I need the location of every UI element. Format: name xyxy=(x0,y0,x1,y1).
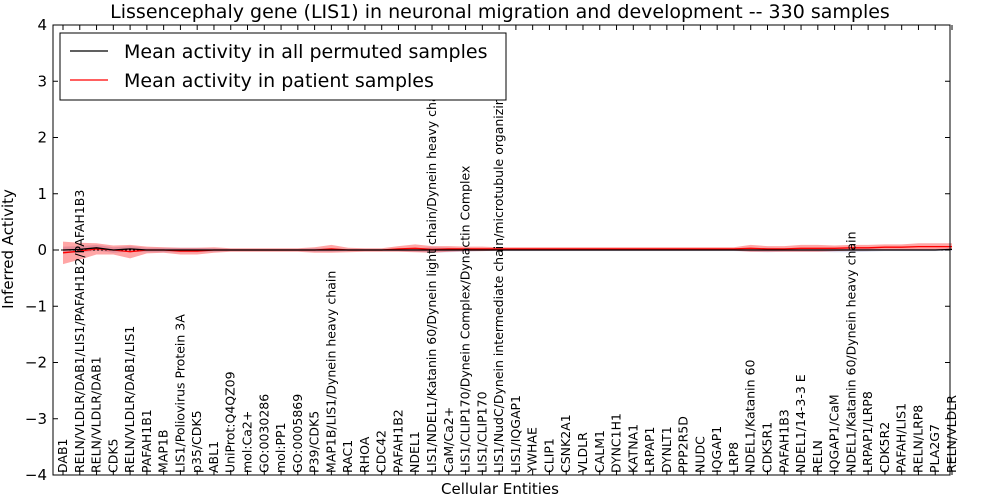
y-tick-label: −1 xyxy=(25,297,47,315)
x-tick-label: NDEL1 xyxy=(407,431,422,473)
x-tick-label: LRPAP1/LRP8 xyxy=(860,391,875,473)
x-tick-label: PAFAH1B1 xyxy=(139,409,154,473)
y-tick-label: 2 xyxy=(37,129,47,147)
band-patient xyxy=(63,241,952,265)
x-tick-label: LIS1/NudC/Dynein intermediate chain/micr… xyxy=(491,44,506,473)
y-tick-label: −2 xyxy=(25,354,47,372)
legend-box xyxy=(59,32,507,101)
x-axis-label: Cellular Entities xyxy=(441,480,559,498)
x-tick-label: LRPAP1 xyxy=(642,427,657,473)
x-tick-label: CSNK2A1 xyxy=(558,414,573,473)
x-tick-label: CDK5R2 xyxy=(877,422,892,473)
x-tick-label: GO:0005869 xyxy=(290,394,305,473)
legend-label-permuted: Mean activity in all permuted samples xyxy=(124,41,487,63)
x-tick-label: mol:Ca2+ xyxy=(240,411,255,473)
y-tick-label: 3 xyxy=(37,72,47,90)
x-tick-label: DYNC1H1 xyxy=(609,413,624,473)
x-tick-label: MAP1B/LIS1/Dynein heavy chain xyxy=(323,271,338,473)
x-tick-label: CaM/Ca2+ xyxy=(441,407,456,473)
x-tick-label: RELN/VLDLR/DAB1/LIS1/PAFAH1B2/PAFAH1B3 xyxy=(72,190,87,473)
x-tick-label: LIS1/Poliovirus Protein 3A xyxy=(172,314,187,473)
x-tick-label: ABL1 xyxy=(206,441,221,473)
x-tick-label: PAFAH1B2 xyxy=(391,409,406,473)
x-tick-label: PAFAH1B3 xyxy=(776,409,791,473)
x-tick-label: CDC42 xyxy=(374,430,389,473)
x-tick-label: IQGAP1 xyxy=(709,426,724,473)
x-tick-labels: DAB1 RELN/VLDLR/DAB1/LIS1/PAFAH1B2/PAFAH1… xyxy=(55,44,959,474)
x-tick-label: IQGAP1/CaM xyxy=(827,394,842,473)
x-tick-label: NDEL1/Katanin 60/Dynein heavy chain xyxy=(843,231,858,473)
y-tick-label: 0 xyxy=(37,241,47,259)
x-tick-label: GO:0030286 xyxy=(256,394,271,473)
y-axis-label: Inferred Activity xyxy=(0,189,17,309)
y-tick-label: −4 xyxy=(25,466,47,484)
series-line-permuted xyxy=(62,247,953,251)
x-tick-label: CALM1 xyxy=(592,430,607,473)
x-tick-label: RELN/VLDLR xyxy=(944,395,959,473)
x-tick-label: RELN xyxy=(810,440,825,473)
y-tick-label: 1 xyxy=(37,185,47,203)
series-lines xyxy=(62,245,953,254)
x-tick-label: LIS1/CLIP170/Dynein Complex/Dynactin Com… xyxy=(458,166,473,473)
x-tick-label: CDK5 xyxy=(105,438,120,473)
x-tick-label: VLDLR xyxy=(575,432,590,473)
plot-area-frame xyxy=(52,24,951,476)
x-tick-label: RELN/VLDLR/DAB1/LIS1 xyxy=(122,326,137,473)
x-tick-label: DYNLT1 xyxy=(659,426,674,473)
x-tick-label: mol:PP1 xyxy=(273,422,288,473)
x-tick-label: LIS1/CLIP170 xyxy=(474,391,489,473)
x-tick-label: LIS1/NDEL1/Katanin 60/Dynein light chain… xyxy=(424,83,439,473)
x-tick-label: UniProt:Q4QZ09 xyxy=(223,371,238,473)
y-tick-label: 4 xyxy=(37,16,47,34)
x-tick-label: RAC1 xyxy=(340,440,355,473)
x-tick-label: NDEL1/Katanin 60 xyxy=(743,360,758,473)
x-tick-label: YWHAE xyxy=(525,427,540,474)
x-tick-label: p35/CDK5 xyxy=(189,410,204,473)
x-tick-label: CDK5R1 xyxy=(760,422,775,473)
x-tick-label: PPP2R5D xyxy=(676,416,691,473)
x-tick-label: LIS1/IQGAP1 xyxy=(508,395,523,473)
chart-title: Lissencephaly gene (LIS1) in neuronal mi… xyxy=(110,1,890,23)
x-tick-label: PAFAH/LIS1 xyxy=(894,403,909,473)
x-tick-label: KATNA1 xyxy=(625,424,640,473)
x-tick-label: CLIP1 xyxy=(541,438,556,473)
x-tick-label: RELN/LRP8 xyxy=(911,405,926,473)
x-tick-label: LRP8 xyxy=(726,442,741,473)
axis-ticks: −4 −3 −2 −1 0 1 2 3 4 xyxy=(25,16,953,484)
confidence-bands xyxy=(63,241,952,265)
x-tick-label: NUDC xyxy=(692,436,707,473)
legend-label-patient: Mean activity in patient samples xyxy=(124,70,434,92)
x-tick-label: PLA2G7 xyxy=(927,424,942,473)
x-tick-label: RELN/VLDLR/DAB1 xyxy=(89,356,104,473)
x-tick-label: RHOA xyxy=(357,436,372,473)
legend: Mean activity in all permuted samples Me… xyxy=(59,32,507,101)
x-tick-label: NDEL1/14-3-3 E xyxy=(793,374,808,473)
x-tick-label: DAB1 xyxy=(55,439,70,474)
x-tick-label: P39/CDK5 xyxy=(307,411,322,473)
y-tick-label: −3 xyxy=(25,410,47,428)
x-tick-label: MAP1B xyxy=(156,430,171,473)
